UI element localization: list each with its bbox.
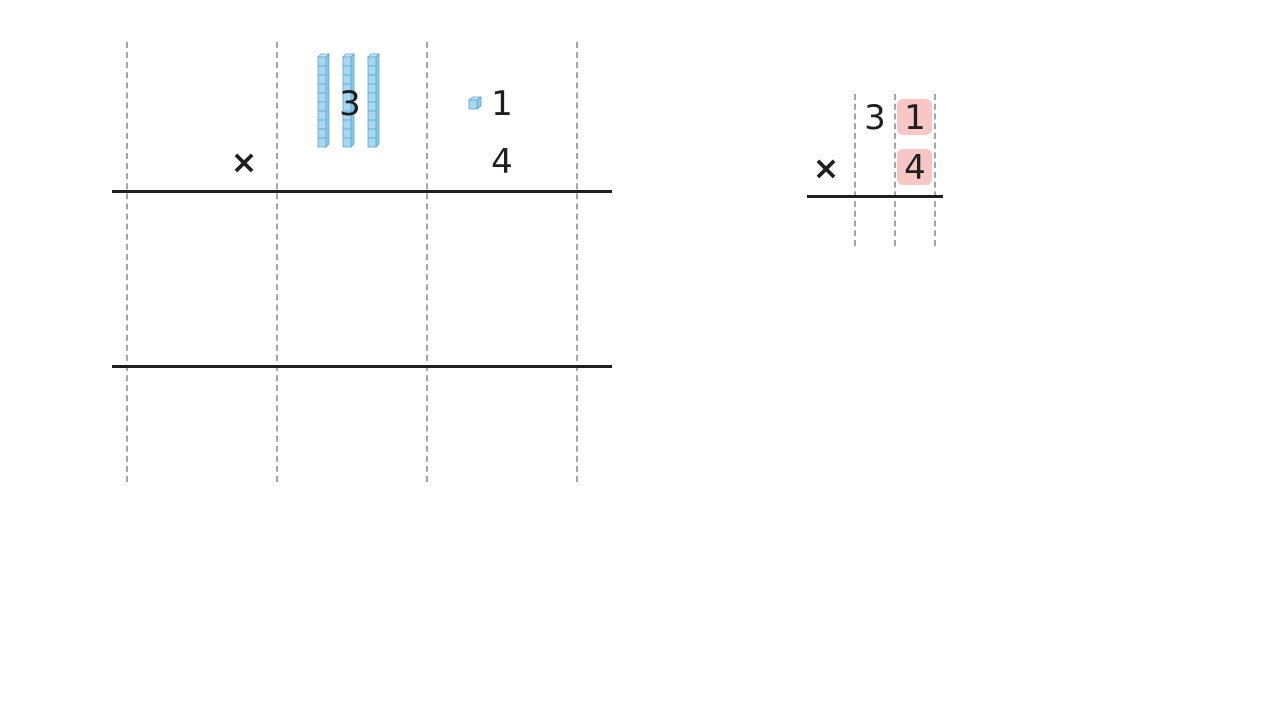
tens-digit: 3 [864,98,886,138]
tens-rod [317,53,330,148]
multiply-sign: × [812,149,840,187]
column-divider [854,94,856,246]
ones-digit-bottom: 4 [904,148,926,188]
tens-rod [367,53,380,148]
grid-divider [426,42,428,482]
grid-divider [576,42,578,482]
tens-rods [317,53,380,148]
sum-rule-line [112,365,612,368]
grid-divider [126,42,128,482]
highlight-ones-top [897,99,932,135]
product-rule-line [807,195,943,198]
tens-digit: 3 [339,84,361,124]
ones-digit-top: 1 [491,84,513,124]
grid-divider [276,42,278,482]
ones-digit-top: 1 [904,98,926,138]
highlight-ones-bottom [897,149,932,185]
cube-front [468,99,478,110]
ones-cube [467,96,483,110]
column-divider [894,94,896,246]
product-rule-line [112,190,612,193]
tens-rod [342,53,355,148]
multiply-sign: × [230,143,258,181]
column-divider [934,94,936,246]
ones-digit-bottom: 4 [491,142,513,182]
